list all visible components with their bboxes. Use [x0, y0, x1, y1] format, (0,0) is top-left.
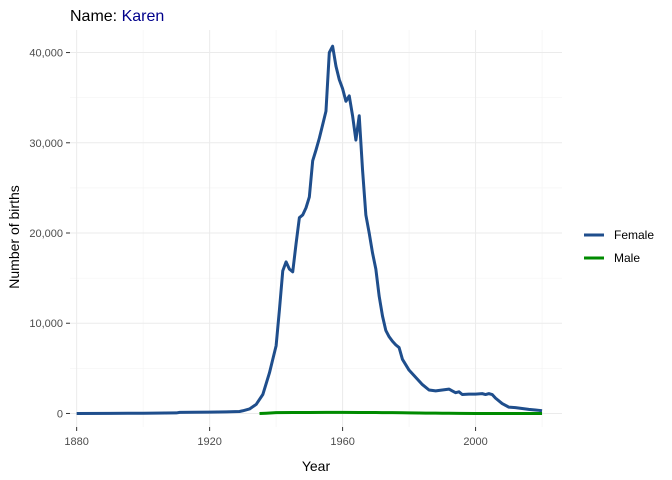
legend-label-female: Female	[614, 228, 654, 242]
series-line-male	[259, 410, 543, 415]
x-axis-title: Year	[302, 458, 331, 474]
y-axis: 0 10,000 20,000 30,000 40,000	[29, 48, 70, 420]
gridlines	[70, 30, 562, 427]
y-tick-label: 20,000	[29, 228, 63, 240]
x-axis: 1880 1920 1960 2000	[64, 427, 488, 448]
y-tick-label: 30,000	[29, 138, 63, 150]
series-layer	[76, 44, 543, 415]
series-line-female	[76, 44, 543, 415]
y-tick-label: 0	[57, 408, 63, 420]
chart-title-name: Karen	[122, 8, 165, 25]
x-tick-label: 2000	[463, 436, 487, 448]
legend-label-male: Male	[614, 251, 640, 265]
y-tick-label: 10,000	[29, 318, 63, 330]
x-tick-label: 1960	[330, 436, 354, 448]
x-tick-label: 1880	[64, 436, 88, 448]
chart-title: Name: Karen	[70, 8, 164, 25]
x-tick-label: 1920	[197, 436, 221, 448]
legend: Female Male	[584, 228, 654, 265]
y-tick-label: 40,000	[29, 48, 63, 60]
chart-title-prefix: Name:	[70, 8, 122, 25]
y-axis-title: Number of births	[6, 185, 22, 288]
